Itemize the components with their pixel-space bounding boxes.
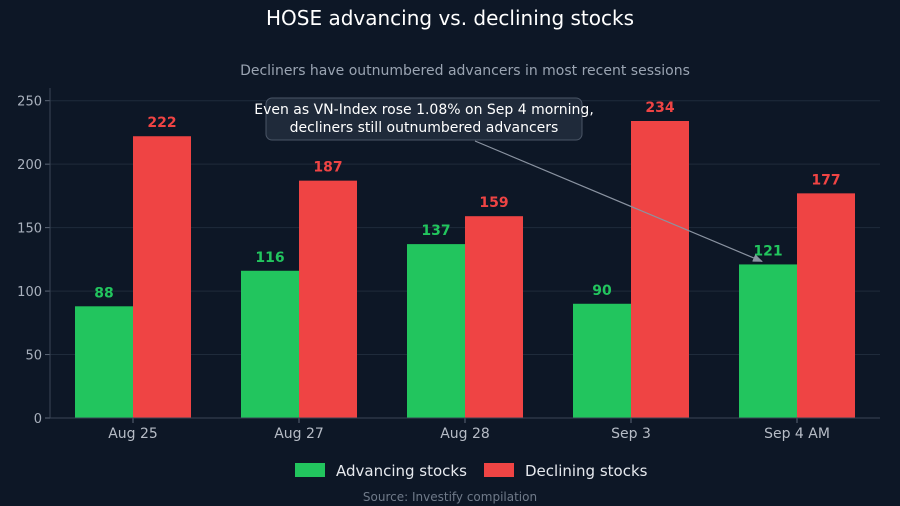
annotation-text-line: decliners still outnumbered advancers — [290, 120, 559, 136]
bar-advancing-stocks-sep-4-am — [739, 264, 797, 418]
data-label: 177 — [811, 172, 840, 188]
legend-label-advancing-stocks: Advancing stocks — [336, 462, 467, 480]
legend-label-declining-stocks: Declining stocks — [525, 462, 648, 480]
bars: 88 222 116 187 137 159 90 234 121 177 — [75, 100, 855, 418]
y-tick-label: 50 — [25, 349, 42, 364]
x-tick-label: Aug 25 — [108, 426, 158, 442]
x-tick-label: Sep 4 AM — [764, 426, 830, 442]
x-axis: Aug 25 Aug 27 Aug 28 Sep 3 Sep 4 AM — [50, 417, 880, 442]
bar-advancing-stocks-aug-28 — [407, 244, 465, 418]
chart-subtitle: Decliners have outnumbered advancers in … — [240, 63, 690, 79]
data-label: 116 — [255, 250, 284, 266]
data-label: 90 — [592, 283, 612, 299]
bar-advancing-stocks-aug-25 — [75, 306, 133, 418]
y-tick-label: 100 — [17, 285, 42, 300]
bar-advancing-stocks-sep-3 — [573, 303, 631, 418]
y-tick-label: 250 — [17, 95, 42, 110]
y-tick-label: 200 — [17, 158, 42, 173]
annotation-text-line: Even as VN-Index rose 1.08% on Sep 4 mor… — [254, 102, 594, 118]
x-tick-label: Aug 27 — [274, 426, 324, 442]
data-label: 159 — [479, 195, 508, 211]
bar-declining-stocks-sep-4-am — [797, 193, 855, 418]
annotation-box — [265, 97, 583, 141]
annotation: Even as VN-Index rose 1.08% on Sep 4 mor… — [254, 97, 763, 262]
data-label: 88 — [94, 285, 113, 301]
data-label: 137 — [421, 223, 450, 239]
bar-declining-stocks-sep-3 — [631, 121, 689, 418]
legend-swatch-advancing-stocks — [295, 463, 325, 477]
data-label: 234 — [645, 100, 674, 116]
y-axis: 0 50 100 150 200 250 — [17, 88, 51, 427]
y-tick-label: 0 — [34, 412, 42, 427]
legend: Advancing stocks Declining stocks — [295, 462, 648, 480]
chart-title: HOSE advancing vs. declining stocks — [266, 6, 634, 30]
legend-swatch-declining-stocks — [484, 463, 514, 477]
bar-advancing-stocks-aug-27 — [241, 270, 299, 418]
data-label: 121 — [753, 243, 782, 259]
x-tick-label: Sep 3 — [611, 426, 651, 442]
data-label: 222 — [147, 115, 176, 131]
data-label: 187 — [313, 160, 342, 176]
source-note: Source: Investify compilation — [363, 490, 537, 504]
bar-declining-stocks-aug-25 — [133, 136, 191, 418]
bar-declining-stocks-aug-28 — [465, 216, 523, 418]
x-tick-label: Aug 28 — [440, 426, 490, 442]
annotation-arrow — [474, 140, 763, 262]
y-tick-label: 150 — [17, 222, 42, 237]
bar-declining-stocks-aug-27 — [299, 180, 357, 418]
